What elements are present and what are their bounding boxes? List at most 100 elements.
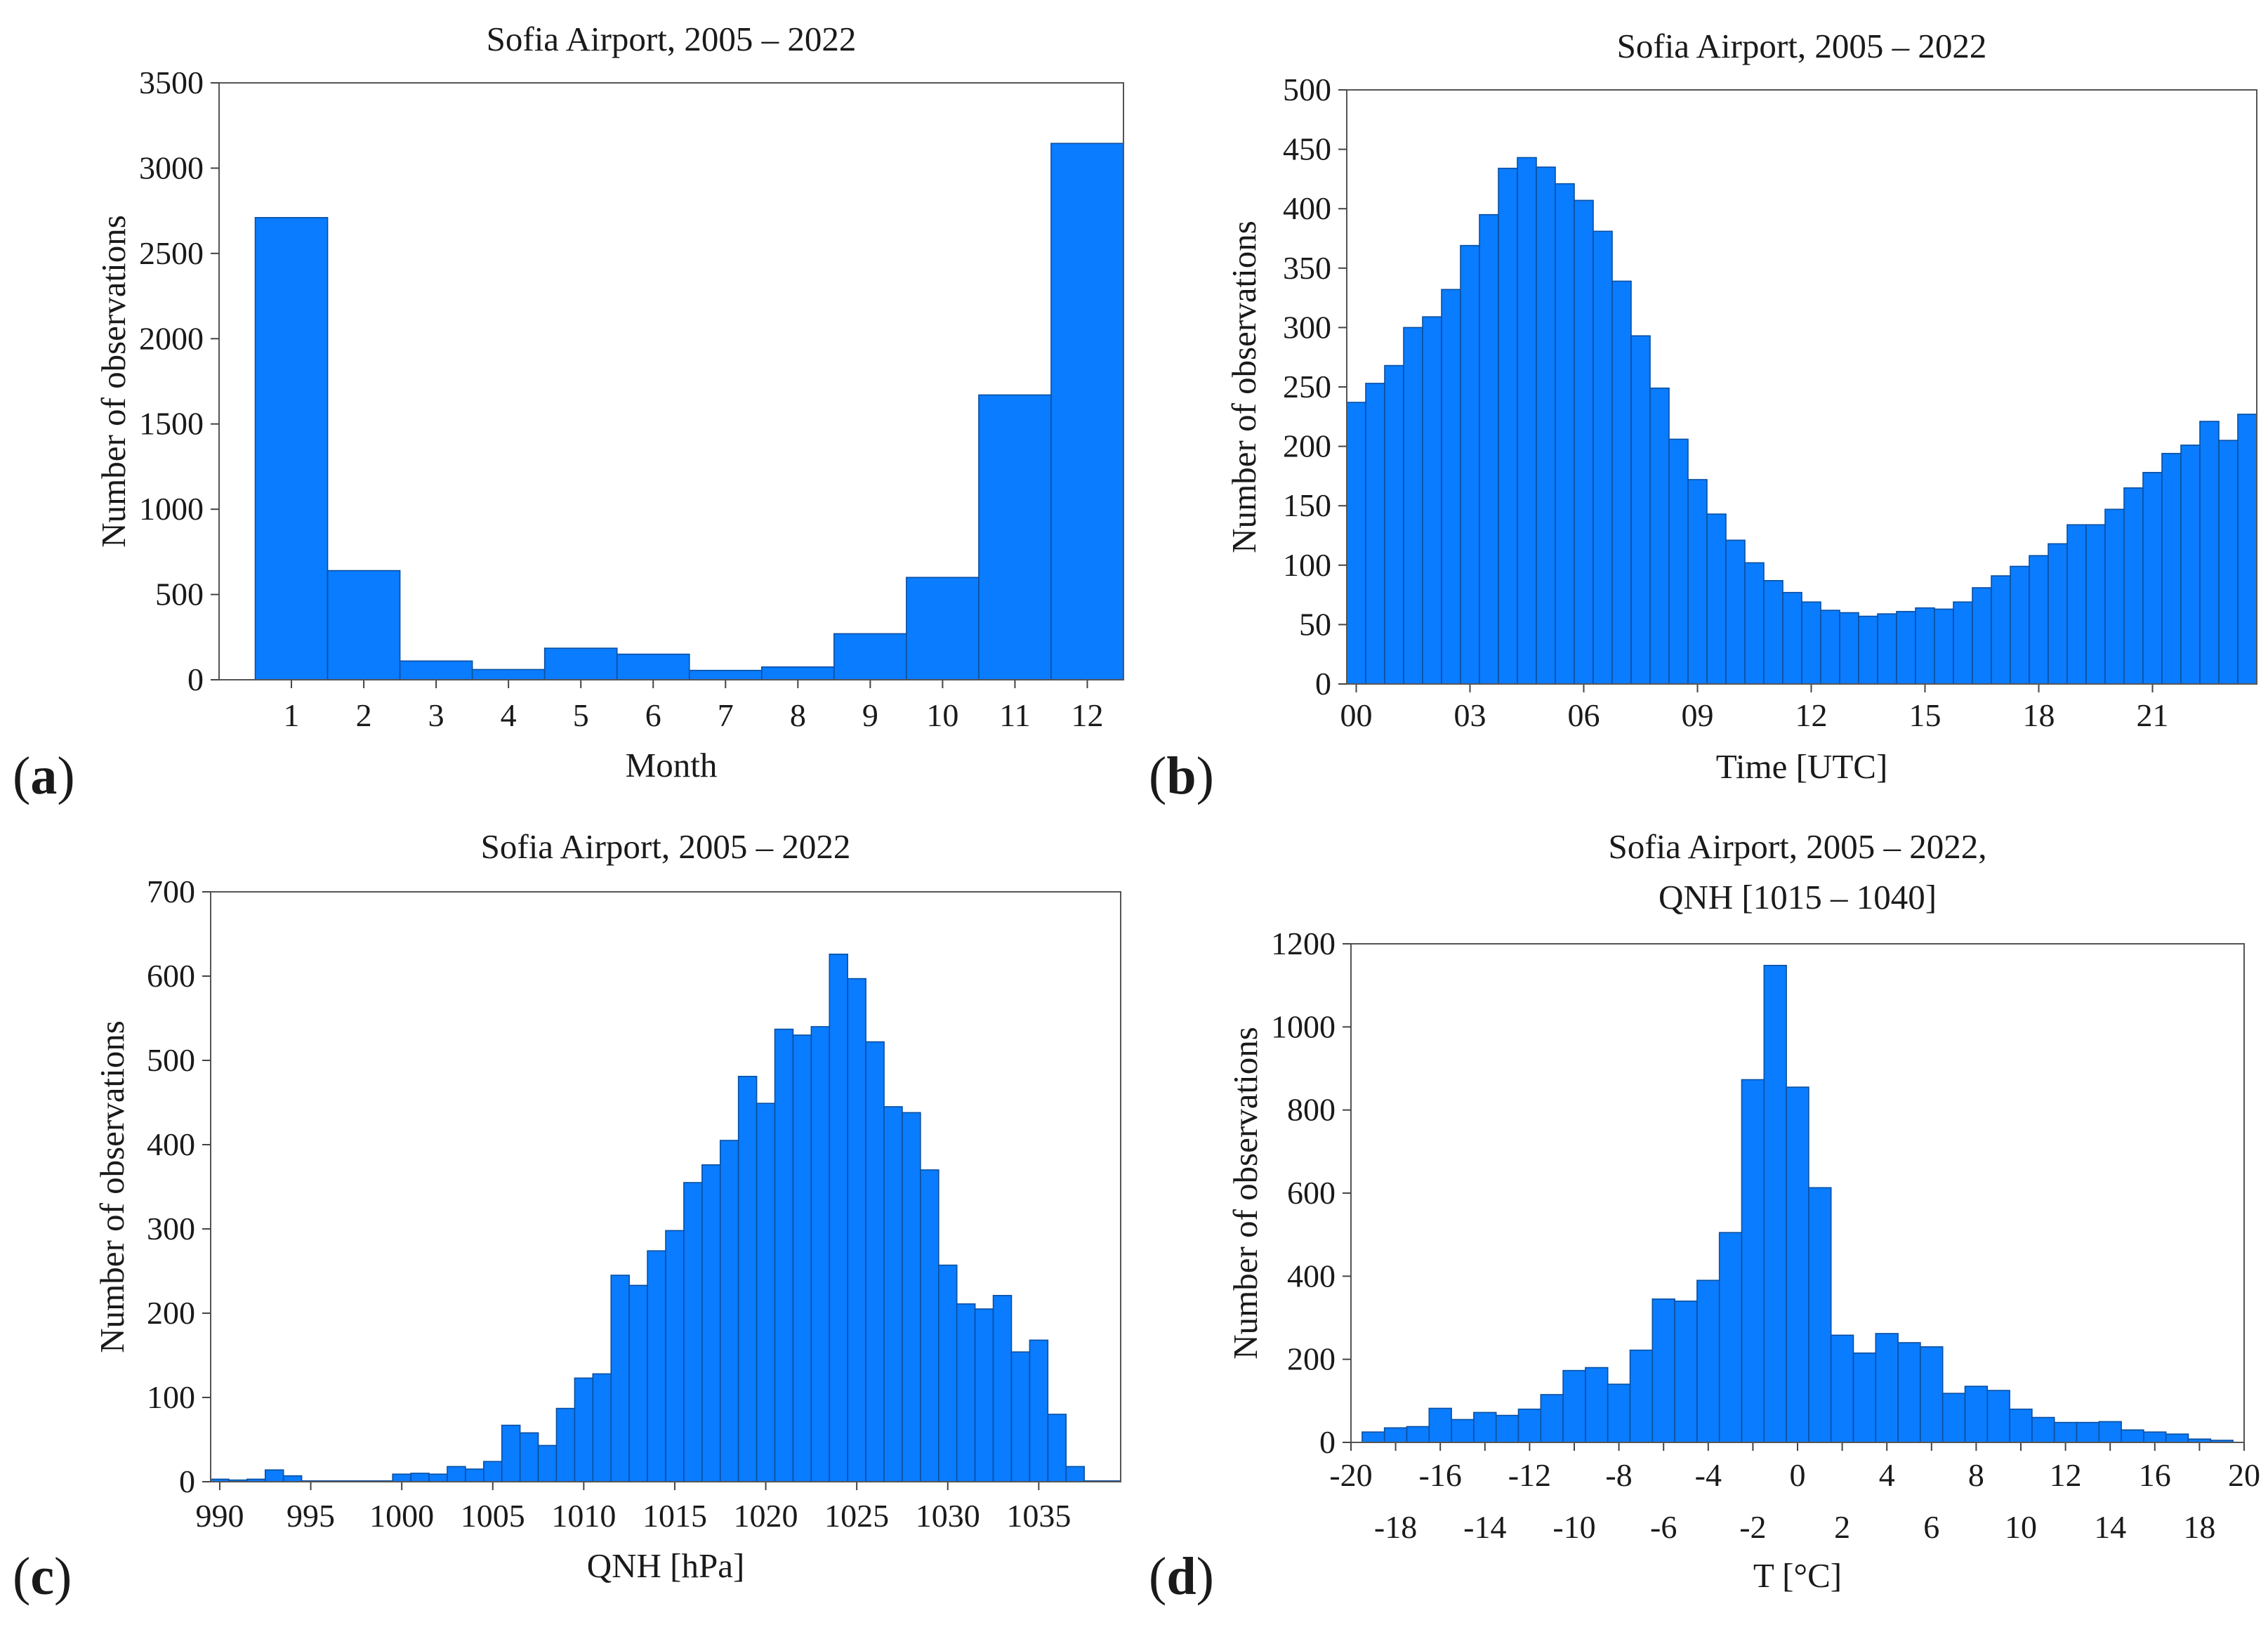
histogram-bar: [1536, 166, 1556, 685]
y-tick-label: 2500: [139, 235, 204, 271]
x-axis-label: Month: [626, 746, 718, 784]
histogram-bar: [1920, 1346, 1944, 1443]
y-tick-label: 400: [147, 1126, 195, 1162]
x-tick-label: 1030: [916, 1498, 980, 1534]
histogram-bar: [1611, 280, 1632, 685]
x-tick-label: 12: [2050, 1457, 2082, 1493]
y-tick-label: 500: [1283, 72, 1331, 107]
y-tick-label: 2000: [139, 320, 204, 356]
x-tick-label: 12: [1071, 697, 1103, 733]
y-tick-label: 350: [1283, 250, 1331, 286]
x-tick-label: 995: [286, 1498, 335, 1534]
x-tick-label: 4: [501, 697, 517, 733]
histogram-bar: [1852, 1352, 1877, 1443]
histogram-bar: [2180, 445, 2201, 685]
panel-letter: d: [1166, 1547, 1196, 1606]
panel-label: (d): [1149, 1547, 1214, 1606]
y-tick-label: 250: [1283, 369, 1331, 404]
x-tick-label: -8: [1605, 1457, 1632, 1493]
histogram-bar: [428, 1473, 448, 1482]
y-tick-label: 0: [187, 662, 204, 697]
histogram-bar: [1991, 575, 2011, 685]
histogram-bar: [1953, 601, 1973, 685]
histogram-bar: [774, 1028, 794, 1482]
histogram-bar: [1706, 513, 1727, 685]
x-axis-label: Time [UTC]: [1716, 747, 1888, 786]
x-tick-label: -14: [1463, 1509, 1506, 1545]
x-tick-label: -16: [1419, 1457, 1462, 1493]
x-tick-label: 21: [2137, 697, 2169, 733]
x-tick-label: 5: [573, 697, 589, 733]
histogram-bar: [1384, 364, 1404, 685]
histogram-bar: [1365, 383, 1385, 685]
histogram-bar: [883, 1106, 903, 1482]
histogram-bar: [1972, 587, 1992, 685]
histogram-bar: [792, 1034, 812, 1482]
histogram-bar: [1406, 1426, 1430, 1443]
y-tick-label: 100: [1283, 547, 1331, 583]
histogram-bar: [1986, 1390, 2010, 1443]
x-tick-label: 00: [1340, 697, 1373, 733]
histogram-bar: [1674, 1301, 1698, 1443]
x-tick-label: 2: [1834, 1509, 1850, 1545]
histogram-bar: [1065, 1466, 1085, 1482]
histogram-bar: [865, 1041, 885, 1482]
y-tick-label: 400: [1287, 1258, 1336, 1294]
histogram-bar: [447, 1466, 466, 1482]
histogram-bar: [2076, 1421, 2100, 1443]
x-tick-label: 15: [1909, 697, 1941, 733]
chart-title: Sofia Airport, 2005 – 2022: [1617, 27, 1987, 65]
histogram-bar: [2161, 452, 2182, 685]
panel-letter: b: [1166, 746, 1196, 805]
histogram-bar: [2123, 487, 2144, 685]
histogram-bar: [1786, 1086, 1809, 1443]
histogram-bar: [1441, 289, 1461, 685]
histogram-bar: [1801, 601, 1821, 685]
x-tick-label: 16: [2139, 1457, 2171, 1493]
x-tick-label: 1015: [642, 1498, 707, 1534]
histogram-bar: [1517, 1408, 1542, 1443]
x-tick-label: 1000: [369, 1498, 434, 1534]
histogram-bar: [2104, 508, 2125, 685]
panel-b: Sofia Airport, 2005 – 2022 00 03 06 09 12 15 18…: [1149, 27, 2257, 805]
y-tick-label: 500: [155, 577, 204, 612]
histogram-bar: [1858, 615, 1878, 685]
x-tick-label: 03: [1454, 697, 1486, 733]
y-tick-label: 1000: [139, 491, 204, 527]
histogram-bar: [2098, 1421, 2122, 1443]
x-tick-label: 1025: [824, 1498, 889, 1534]
histogram-bar: [1383, 1427, 1408, 1443]
histogram-bar: [2009, 1408, 2033, 1443]
histogram-bar: [392, 1473, 411, 1482]
x-tick-label: 4: [1879, 1457, 1895, 1493]
plot-frame: [210, 891, 1121, 1482]
x-tick-label: 8: [790, 697, 806, 733]
x-tick-label: 1035: [1006, 1498, 1071, 1534]
x-tick-label: 9: [862, 697, 878, 733]
histogram-bar: [592, 1373, 612, 1482]
histogram-bar: [1422, 316, 1442, 685]
x-tick-label: -6: [1650, 1509, 1677, 1545]
x-tick-label: 990: [195, 1498, 244, 1534]
chart-title: Sofia Airport, 2005 – 2022: [487, 20, 857, 58]
histogram-bar: [1741, 1079, 1765, 1443]
histogram-bar: [1915, 607, 1935, 685]
x-tick-label: 20: [2228, 1457, 2260, 1493]
x-tick-label: 1010: [551, 1498, 616, 1534]
histogram-bar: [920, 1169, 939, 1482]
histogram-bar: [2029, 555, 2049, 685]
x-tick-label: 8: [1968, 1457, 1984, 1493]
histogram-bar: [1451, 1419, 1475, 1443]
histogram-bar: [1718, 1232, 1743, 1443]
y-tick-label: 600: [1287, 1175, 1336, 1211]
histogram-bar: [555, 1407, 576, 1482]
histogram-bar: [1897, 1342, 1921, 1443]
y-tick-label: 0: [1315, 666, 1331, 702]
y-tick-label: 500: [147, 1042, 195, 1078]
histogram-bar: [482, 1461, 503, 1482]
histogram-bar: [1941, 1393, 1966, 1443]
x-tick-label: 2: [356, 697, 372, 733]
histogram-bar: [2085, 524, 2106, 685]
histogram-bar: [1428, 1407, 1452, 1443]
x-tick-label: -20: [1329, 1457, 1372, 1493]
